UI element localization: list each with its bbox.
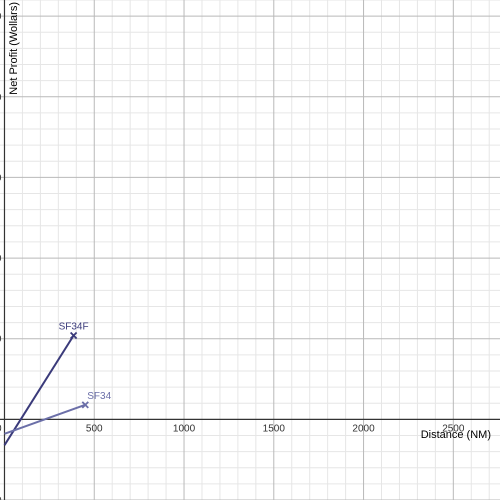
x-tick-label: 1500 bbox=[263, 423, 286, 434]
x-tick-labels: 0 500 1000 1500 2000 2500 bbox=[0, 423, 465, 434]
series-line-sf34 bbox=[4, 403, 86, 435]
series-label-sf34: SF34 bbox=[87, 391, 111, 402]
x-tick-label: 2000 bbox=[352, 423, 375, 434]
x-tick-label: 500 bbox=[86, 423, 103, 434]
series-line-sf34f bbox=[3, 334, 75, 446]
x-axis-title: Distance (NM) bbox=[421, 429, 491, 441]
y-tick-label: 1000 bbox=[0, 92, 2, 103]
x-tick-label: 1000 bbox=[173, 423, 196, 434]
y-axis-title: Net Profit (Wollars) bbox=[8, 2, 20, 95]
series-label-sf34f: SF34F bbox=[59, 321, 89, 332]
series-layer: SF34F SF34 bbox=[3, 321, 112, 446]
y-tick-labels: 1250 1000 750 500 250 -250 bbox=[0, 12, 2, 500]
series-end-marker-sf34f bbox=[69, 331, 78, 340]
y-tick-label: 500 bbox=[0, 254, 2, 265]
y-tick-label: 750 bbox=[0, 173, 2, 184]
y-tick-label: 1250 bbox=[0, 12, 2, 23]
y-tick-label: 250 bbox=[0, 334, 2, 345]
x-tick-label: 0 bbox=[0, 423, 2, 434]
series-end-marker-sf34 bbox=[81, 401, 89, 409]
y-tick-label: -250 bbox=[0, 496, 2, 500]
x-tick-label: 2500 bbox=[442, 423, 465, 434]
